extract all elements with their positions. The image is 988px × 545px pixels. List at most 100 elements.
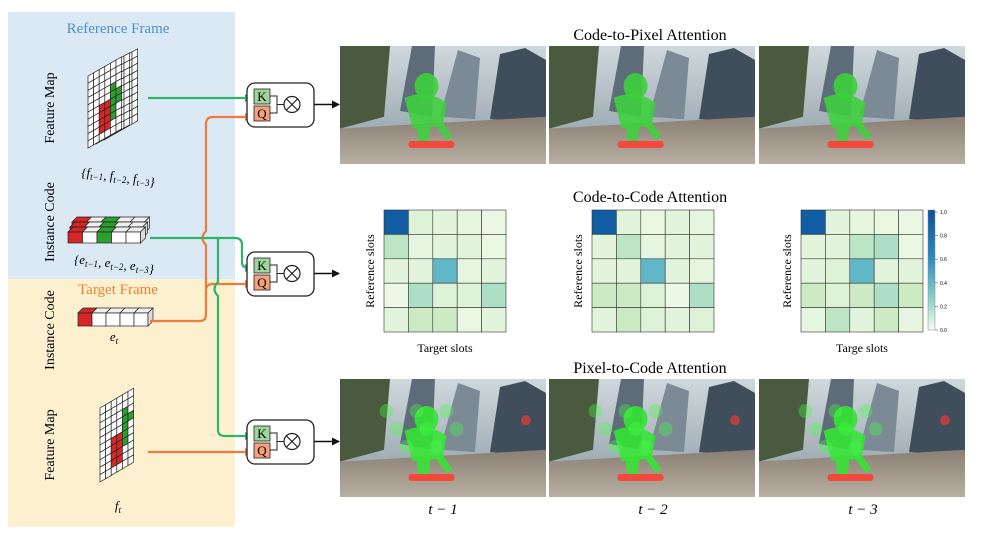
feature-cell (115, 120, 122, 133)
attention-glow (409, 404, 424, 419)
skateboard (408, 474, 455, 482)
attention-glow (848, 440, 863, 455)
ref-feature-map-label: Feature Map (43, 72, 58, 143)
ref-instance-code-label: Instance Code (43, 182, 58, 262)
attention-glow (818, 440, 833, 455)
code-to-code-heatmap-2: Reference slots (571, 209, 715, 333)
skater-legs (625, 455, 662, 476)
key-label: K (257, 89, 267, 104)
heatmap-ylabel: Reference slots (363, 234, 377, 308)
heatmap-ylabel: Reference slots (780, 234, 794, 308)
heatmap-cell (456, 307, 482, 333)
attention-glow (858, 404, 873, 419)
ground (549, 116, 755, 164)
heatmap-cell (689, 307, 715, 333)
tree (340, 46, 390, 129)
attention-block-3: KQ (246, 419, 340, 465)
heatmap-cell (456, 234, 482, 260)
heatmap-cell (432, 307, 458, 333)
code-cell (77, 312, 93, 327)
heatmap-cell (689, 282, 715, 308)
building (490, 48, 546, 123)
heatmap-cell (616, 234, 642, 260)
attention-glow (798, 404, 813, 419)
multiply-cross (286, 267, 298, 280)
code-to-pixel-image-1 (340, 46, 546, 164)
heatmap-cell (800, 209, 826, 235)
heatmap-cell (873, 209, 899, 235)
target-feature-map-label: Feature Map (43, 409, 58, 480)
heatmap-cell (873, 282, 899, 308)
attention-glow (419, 422, 434, 437)
attention-glow (638, 440, 653, 455)
reference-feature-map-stack (87, 48, 138, 149)
skater-body (404, 427, 447, 462)
heatmap-cell (481, 209, 507, 235)
feature-cell (131, 112, 138, 125)
heatmap-cell (800, 307, 826, 333)
code-cell (133, 312, 149, 327)
heatmap-cell (383, 282, 409, 308)
key-label: K (257, 258, 267, 273)
heatmap-cell (873, 258, 899, 284)
tree (549, 379, 599, 462)
heatmap-ylabel: Reference slots (571, 234, 585, 308)
tree (549, 46, 599, 129)
reference-feature-map-3 (87, 56, 122, 149)
colorbar-tick-label: 0.6 (940, 257, 947, 263)
query-label: Q (257, 443, 267, 458)
heatmap-cell (456, 258, 482, 284)
pixel-to-code-image-1 (340, 379, 546, 497)
multiply-cross (286, 435, 298, 448)
code-cell (105, 312, 121, 327)
heatmap-cell (664, 209, 690, 235)
heatmap-cell (898, 307, 924, 333)
skater-body (404, 94, 447, 129)
colorbar-tick-label: 0.2 (940, 304, 947, 310)
building (490, 381, 546, 456)
heatmap-cell (849, 307, 875, 333)
building (859, 383, 899, 453)
attention-glow (658, 422, 673, 437)
heatmap-xlabel: Targe slots (836, 341, 888, 355)
code-to-code-title: Code-to-Code Attention (573, 189, 727, 206)
skater-head (623, 73, 648, 100)
colorbar-tick-label: 0.0 (940, 328, 947, 334)
building (440, 383, 480, 453)
tree (759, 46, 809, 129)
attention-glow (618, 404, 633, 419)
heatmap-cell (664, 234, 690, 260)
attention-glow (521, 415, 531, 426)
heatmap-cell (873, 234, 899, 260)
attention-glow (868, 422, 883, 437)
pixel-to-code-image-2 (549, 379, 755, 497)
code-to-pixel-image-3 (759, 46, 965, 164)
code-cell (82, 231, 98, 244)
skateboard (827, 474, 874, 482)
heatmap-cell (481, 234, 507, 260)
heatmap-cell (825, 234, 851, 260)
attention-glow (808, 422, 823, 437)
code-cell (125, 231, 141, 244)
heatmap-cell (689, 258, 715, 284)
skater-head (623, 406, 648, 433)
heatmap-cell (408, 282, 434, 308)
attention-glow (439, 404, 454, 419)
reference-frame-title: Reference Frame (67, 21, 170, 37)
heatmap-cell (408, 307, 434, 333)
skater-legs (416, 122, 453, 143)
skater-legs (416, 455, 453, 476)
skater-body (823, 94, 866, 129)
building (909, 381, 965, 456)
reference-code-3 (67, 226, 147, 244)
heatmap-cell (591, 307, 617, 333)
code-cell (111, 231, 127, 244)
heatmap-cell (408, 234, 434, 260)
heatmap-cell (689, 209, 715, 235)
heatmap-cell (456, 282, 482, 308)
attention-glow (429, 440, 444, 455)
green-arrow-ref-code-to-key-3 (213, 238, 253, 440)
heatmap-cell (591, 209, 617, 235)
skater-body (613, 427, 656, 462)
heatmap-cell (640, 209, 666, 235)
